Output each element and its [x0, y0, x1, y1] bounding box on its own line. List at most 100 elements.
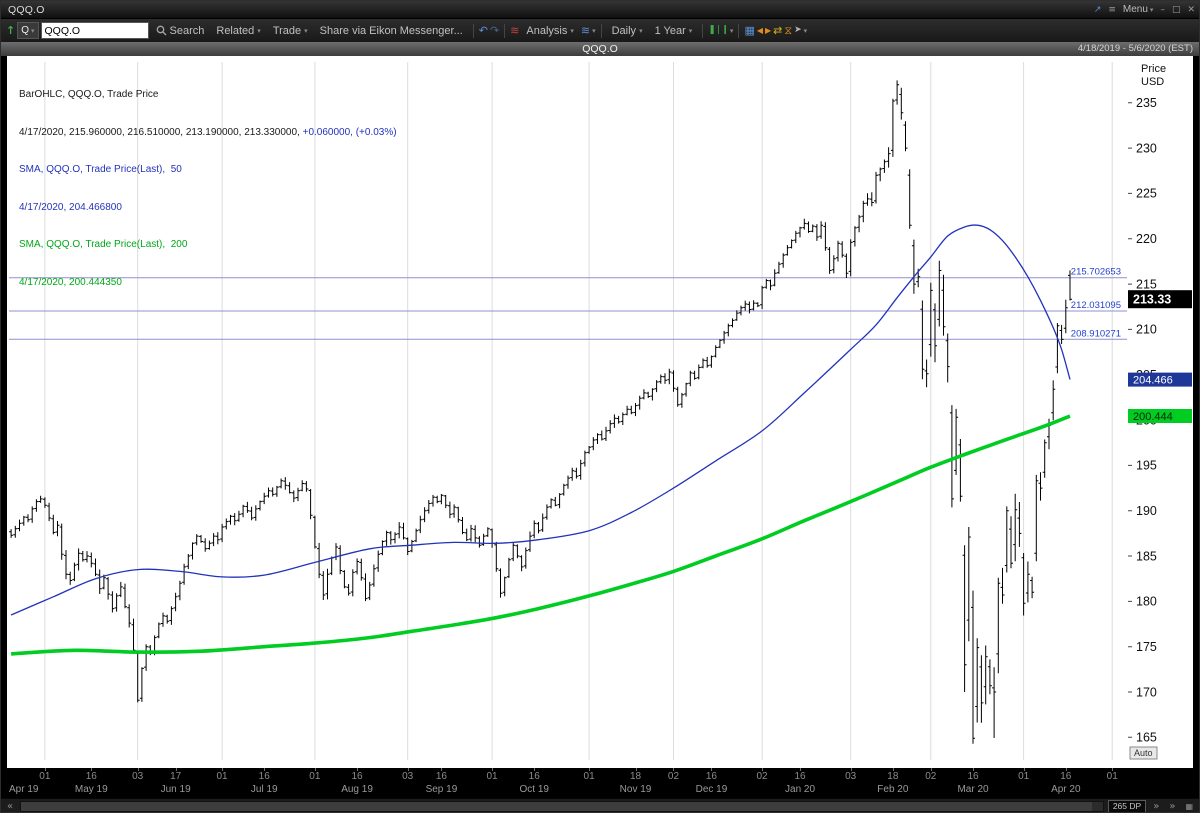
time-axis-tick	[492, 768, 494, 771]
time-axis-tick	[534, 768, 536, 771]
menu-button[interactable]: Menu ▾	[1123, 4, 1154, 15]
scrollbar-track[interactable]	[20, 801, 1104, 812]
scrollbar-thumb[interactable]	[21, 802, 1092, 811]
popout-icon[interactable]: ↗	[1093, 4, 1102, 15]
sma50-line	[10, 224, 1071, 616]
time-axis-day-label: 03	[132, 771, 144, 782]
time-axis-day-label: 16	[705, 771, 717, 782]
time-axis-month-label: Apr 20	[1051, 784, 1081, 795]
datapoints-badge: 265 DP	[1107, 800, 1147, 812]
analysis-wave-icon: ≋	[510, 24, 520, 37]
svg-text:220: 220	[1136, 232, 1157, 246]
legend-sma50-value: 4/17/2020, 204.466800	[19, 201, 122, 213]
window-title: QQQ.O	[8, 3, 45, 16]
redo-icon[interactable]: ↷	[489, 24, 500, 37]
overlay-wave-icon[interactable]: ≋	[580, 24, 591, 37]
time-axis-tick	[800, 768, 802, 771]
time-axis-day-label: 01	[1106, 771, 1118, 782]
svg-text:200.444: 200.444	[1133, 411, 1173, 423]
time-axis-day-label: 01	[309, 771, 321, 782]
annotation-hlines: 215.702653 212.031095 208.910271	[9, 267, 1127, 340]
chart-legend: BarOHLC, QQQ.O, Trade Price 4/17/2020, 2…	[19, 64, 397, 314]
time-axis-month-label: Nov 19	[619, 784, 652, 795]
symbol-category-label: Q	[21, 25, 29, 36]
search-label: Search	[169, 24, 205, 37]
time-axis-day-label: 16	[435, 771, 447, 782]
time-axis-tick	[850, 768, 852, 771]
time-axis-tick	[175, 768, 177, 771]
time-axis-day-label: 16	[351, 771, 363, 782]
close-button[interactable]: ✕	[1187, 4, 1195, 15]
auto-scale-badge: Auto	[1129, 746, 1158, 760]
share-messenger-button[interactable]: Share via Eikon Messenger...	[315, 25, 468, 37]
chevron-down-icon[interactable]: ▾	[729, 26, 734, 35]
svg-text:210: 210	[1136, 323, 1157, 337]
time-axis-tick	[892, 768, 894, 771]
hamburger-icon[interactable]: ≡	[1108, 4, 1116, 15]
legend-ohlc-values: 4/17/2020, 215.960000, 216.510000, 213.1…	[19, 126, 397, 138]
scroll-options-icon[interactable]: ▦	[1185, 801, 1193, 811]
svg-text:230: 230	[1136, 141, 1157, 155]
scroll-end-button[interactable]: »	[1169, 800, 1176, 812]
symbol-category-dropdown[interactable]: Q ▾	[17, 22, 39, 39]
legend-sma200-title: SMA, QQQ.O, Trade Price(Last), 200	[19, 239, 188, 250]
time-axis-month-label: Aug 19	[341, 784, 373, 795]
symbol-input[interactable]	[40, 22, 149, 39]
titlebar: QQQ.O ↗ ≡ Menu ▾ – □ ✕	[1, 1, 1199, 18]
time-axis-tick	[222, 768, 224, 771]
svg-text:213.33: 213.33	[1133, 293, 1171, 307]
chevron-down-icon: ▾	[688, 26, 693, 35]
month-gridlines	[44, 62, 1113, 760]
price-chart-canvas[interactable]: 215.702653 212.031095 208.910271 235 230 225 2…	[7, 56, 1193, 768]
compare-swap-icon[interactable]: ⇄	[773, 24, 783, 37]
range-dropdown[interactable]: 1 Year ▾	[650, 25, 698, 37]
time-axis-day-label: 18	[887, 771, 899, 782]
time-axis-tick	[44, 768, 46, 771]
pointer-tool-icon[interactable]: ➤	[794, 25, 802, 35]
scroll-left-button[interactable]: «	[7, 800, 14, 812]
svg-text:Price: Price	[1141, 63, 1166, 75]
time-axis-day-label: 16	[794, 771, 806, 782]
svg-text:208.910271: 208.910271	[1071, 328, 1121, 339]
chevron-down-icon: ▾	[257, 26, 261, 35]
chevron-down-icon[interactable]: ▾	[803, 26, 808, 35]
legend-series-title: BarOHLC, QQQ.O, Trade Price	[19, 89, 159, 100]
time-axis[interactable]: 01 16 03 17 01 16 01 16 03 16 01 16 01 18 02 16 02 16 03 18…	[1, 768, 1199, 798]
related-dropdown[interactable]: Related ▾	[211, 25, 265, 37]
minimize-button[interactable]: –	[1160, 4, 1165, 15]
menu-label: Menu	[1122, 4, 1148, 15]
toolbar-separator	[738, 23, 740, 38]
hourglass-icon[interactable]: ⧖	[784, 24, 793, 37]
chevron-down-icon[interactable]: ▾	[592, 26, 596, 35]
search-button[interactable]: Search	[151, 25, 210, 37]
svg-text:190: 190	[1136, 504, 1157, 518]
time-axis-tick	[589, 768, 591, 771]
interval-dropdown[interactable]: Daily ▾	[607, 25, 648, 37]
time-axis-day-label: 16	[967, 771, 979, 782]
app-up-arrow-icon[interactable]: ↑	[6, 24, 16, 37]
step-forward-icon[interactable]: ▶	[765, 25, 772, 35]
chart-area: 215.702653 212.031095 208.910271 235 230 225 2…	[1, 56, 1199, 768]
time-axis-day-label: 17	[170, 771, 182, 782]
time-axis-day-label: 01	[39, 771, 51, 782]
time-axis-month-label: Jan 20	[785, 784, 816, 795]
time-axis-day-label: 16	[258, 771, 270, 782]
time-axis-day-label: 16	[85, 771, 97, 782]
chevron-down-icon: ▾	[1149, 5, 1154, 14]
time-axis-tick	[973, 768, 974, 771]
time-axis-tick	[264, 768, 266, 771]
step-back-icon[interactable]: ◀	[756, 25, 763, 35]
time-axis-tick	[314, 768, 316, 771]
time-axis-month-label: Mar 20	[957, 784, 989, 795]
time-axis-tick	[1065, 768, 1067, 771]
grid-layout-icon[interactable]: ▦	[744, 24, 755, 37]
scroll-right-button[interactable]: »	[1153, 800, 1160, 812]
chart-type-icon[interactable]: ❚❘❙	[708, 25, 729, 35]
analysis-dropdown[interactable]: Analysis ▾	[521, 25, 578, 37]
time-axis-day-label: 01	[486, 771, 498, 782]
maximize-button[interactable]: □	[1171, 4, 1181, 15]
undo-icon[interactable]: ↶	[478, 24, 488, 37]
svg-text:195: 195	[1136, 459, 1157, 473]
trade-dropdown[interactable]: Trade ▾	[268, 25, 313, 37]
